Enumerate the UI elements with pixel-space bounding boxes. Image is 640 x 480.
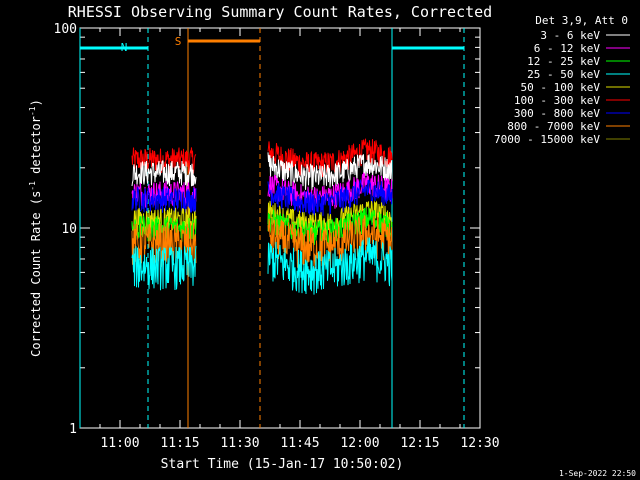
x-tick-label: 11:45 (280, 436, 319, 451)
y-axis-label-mid: detector (29, 116, 43, 181)
x-axis-label: Start Time (15-Jan-17 10:50:02) (161, 457, 404, 472)
legend-label: 7000 - 15000 keV (494, 133, 600, 146)
series-line (267, 138, 393, 178)
series-line (267, 152, 393, 191)
y-tick-label: 100 (54, 22, 77, 37)
legend-label: 800 - 7000 keV (507, 120, 600, 133)
s-label: S (175, 35, 182, 48)
x-tick-label: 12:00 (340, 436, 379, 451)
series-line (131, 160, 197, 187)
legend-label: 3 - 6 keV (540, 29, 600, 42)
x-tick-label: 11:00 (100, 436, 139, 451)
y-axis-label-sup2: -1 (28, 106, 37, 116)
y-axis-label-close: ) (29, 99, 43, 106)
chart-title: RHESSI Observing Summary Count Rates, Co… (68, 3, 492, 21)
axes: 11:00 11:15 11:30 11:45 12:00 12:15 12:30 1 10 10… (54, 22, 500, 451)
y-tick-label: 1 (69, 422, 77, 437)
legend-header: Det 3,9, Att 0 (535, 14, 628, 27)
x-tick-label: 12:15 (400, 436, 439, 451)
legend-label: 100 - 300 keV (514, 94, 600, 107)
legend-label: 12 - 25 keV (527, 55, 600, 68)
series-line (131, 186, 197, 214)
x-tick-label: 12:30 (460, 436, 499, 451)
y-axis-label-sup1: -1 (28, 181, 37, 191)
footer-timestamp: 1-Sep-2022 22:50 (559, 469, 636, 478)
legend-label: 50 - 100 keV (521, 81, 601, 94)
series-line (267, 237, 393, 295)
y-axis-label-main: Corrected Count Rate (s (29, 191, 43, 357)
x-tick-label: 11:15 (160, 436, 199, 451)
n-label: N (121, 41, 128, 54)
series-line (267, 215, 393, 269)
y-tick-label: 10 (61, 222, 77, 237)
legend-label: 6 - 12 keV (534, 42, 601, 55)
y-axis-label: Corrected Count Rate (s-1 detector-1) (28, 99, 43, 357)
legend-label: 25 - 50 keV (527, 68, 600, 81)
series-line (131, 147, 197, 174)
series-line (131, 245, 197, 291)
x-tick-label: 11:30 (220, 436, 259, 451)
series-line (131, 221, 197, 267)
legend-label: 300 - 800 keV (514, 107, 600, 120)
